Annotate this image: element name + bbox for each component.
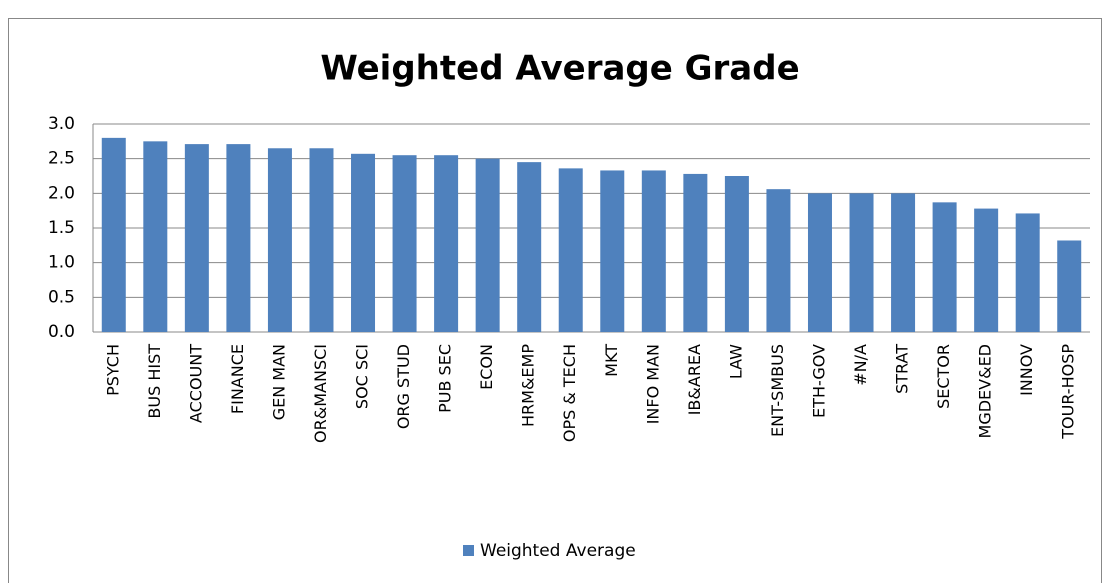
bar [517, 162, 542, 332]
legend-label: Weighted Average [480, 541, 636, 561]
bar [267, 148, 292, 332]
bar [766, 189, 791, 332]
bar [475, 158, 500, 332]
y-tick-label: 0.0 [48, 322, 75, 342]
y-tick-label: 2.0 [48, 183, 75, 203]
bar [184, 144, 209, 332]
x-tick-label: STRAT [893, 344, 912, 394]
bar [226, 144, 251, 332]
x-tick-label: ENT-SMBUS [768, 344, 787, 437]
bar [641, 170, 666, 332]
bar [683, 173, 708, 332]
x-tick-label: ECON [477, 344, 496, 390]
bar [600, 170, 625, 332]
x-tick-label: BUS HIST [145, 344, 164, 419]
bar [974, 208, 999, 332]
bar [1015, 213, 1040, 332]
x-tick-label: LAW [726, 344, 745, 379]
bar [101, 137, 126, 332]
y-tick-label: 3.0 [48, 114, 75, 134]
bar [434, 155, 459, 332]
x-tick-label: PSYCH [103, 344, 122, 396]
bar [143, 141, 168, 332]
x-tick-label: INNOV [1017, 344, 1036, 396]
x-tick-label: SOC SCI [353, 344, 372, 409]
bar [891, 193, 916, 332]
x-tick-label: TOUR-HOSP [1059, 344, 1078, 440]
bar [351, 153, 376, 332]
bar [1057, 240, 1082, 332]
x-tick-label: MKT [602, 344, 621, 377]
x-tick-label: PUB SEC [436, 344, 455, 413]
x-tick-label: ORG STUD [394, 344, 413, 429]
bar [807, 193, 832, 332]
x-tick-label: #N/A [851, 344, 870, 386]
x-tick-label: SECTOR [934, 344, 953, 409]
y-tick-label: 0.5 [48, 287, 75, 307]
x-tick-label: IB&AREA [685, 344, 704, 415]
y-tick-label: 1.5 [48, 218, 75, 238]
legend-swatch [463, 545, 474, 556]
y-tick-label: 2.5 [48, 149, 75, 169]
x-tick-label: ETH-GOV [809, 344, 828, 418]
bar [724, 176, 749, 332]
bar [392, 155, 417, 332]
x-tick-label: OR&MANSCI [311, 344, 330, 443]
x-tick-label: OPS & TECH [560, 344, 579, 442]
x-tick-label: FINANCE [228, 344, 247, 414]
chart-title: Weighted Average Grade [320, 49, 799, 89]
x-tick-label: GEN MAN [269, 344, 288, 420]
x-tick-label: INFO MAN [643, 344, 662, 424]
bar [558, 168, 583, 332]
y-tick-label: 1.0 [48, 253, 75, 273]
bar [309, 148, 334, 332]
x-tick-label: HRM&EMP [519, 344, 538, 427]
x-tick-label: MGDEV&ED [976, 344, 995, 438]
bar [932, 202, 957, 332]
bar [849, 193, 874, 332]
x-tick-label: ACCOUNT [186, 344, 205, 423]
